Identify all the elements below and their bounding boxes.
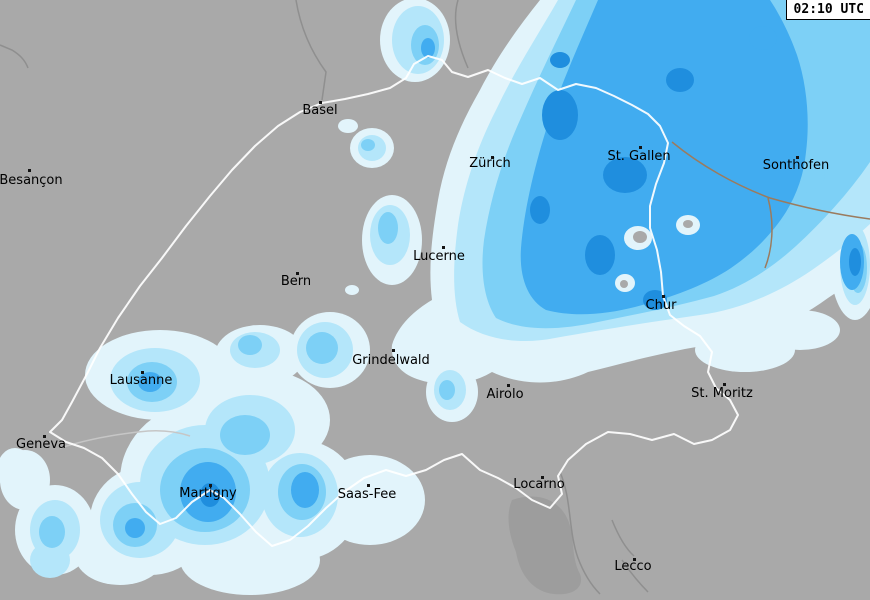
lake-shore-line xyxy=(59,430,191,449)
regional-border-lines xyxy=(0,0,649,595)
city-label: Grindelwald xyxy=(352,353,430,368)
national-border-line xyxy=(49,55,739,547)
city-label: Martigny xyxy=(179,486,237,501)
city-label: St. Gallen xyxy=(607,149,671,164)
city-label: Besançon xyxy=(0,173,63,188)
city-dot xyxy=(43,435,46,438)
city-dot xyxy=(367,484,370,487)
city-label: Locarno xyxy=(513,477,565,492)
city-dot xyxy=(28,169,31,172)
city-label: Zürich xyxy=(469,156,511,171)
city-dot xyxy=(639,146,642,149)
city-dot xyxy=(507,384,510,387)
rain-holes xyxy=(615,215,700,292)
terrain-shadow xyxy=(508,496,582,595)
city-label: Geneva xyxy=(16,437,66,452)
city-label: Saas-Fee xyxy=(337,487,397,502)
city-dot xyxy=(141,371,144,374)
city-label: St. Moritz xyxy=(691,386,753,401)
city-dot xyxy=(392,349,395,352)
city-dot xyxy=(541,476,544,479)
city-label: Basel xyxy=(302,103,338,118)
city-label: Airolo xyxy=(486,387,524,402)
city-dot xyxy=(633,558,636,561)
city-dot xyxy=(723,383,726,386)
city-label: Lecco xyxy=(614,559,652,574)
city-label: Lausanne xyxy=(109,373,173,388)
city-label: Sonthofen xyxy=(762,158,830,173)
city-dot xyxy=(209,484,212,487)
rain-layer-5 xyxy=(200,52,861,507)
city-label: Chur xyxy=(645,298,677,313)
city-dot xyxy=(296,272,299,275)
timestamp-label: 02:10 UTC xyxy=(785,0,870,20)
city-dot xyxy=(662,295,665,298)
city-dot xyxy=(442,246,445,249)
city-dot xyxy=(796,156,799,159)
city-label: Bern xyxy=(280,274,312,289)
city-label: Lucerne xyxy=(413,249,465,264)
foreign-border-lines xyxy=(671,141,870,269)
city-dot xyxy=(319,101,322,104)
city-dot xyxy=(491,156,494,159)
